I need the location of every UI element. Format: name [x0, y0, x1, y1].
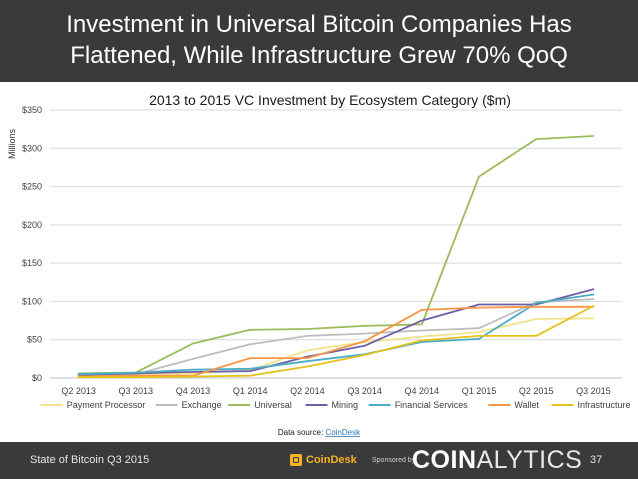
coinalytics-logo-thin: ALYTICS — [476, 446, 583, 474]
x-tick-label: Q1 2014 — [233, 386, 268, 396]
data-source-label: Data source: — [278, 428, 326, 437]
coindesk-logo-icon — [290, 454, 302, 466]
page-number: 37 — [590, 454, 603, 466]
y-tick-label: $250 — [22, 182, 42, 192]
legend-label-infrastructure: Infrastructure — [578, 400, 631, 410]
series-line-exchange — [77, 298, 595, 376]
gridlines — [50, 109, 622, 379]
x-tick-label: Q2 2014 — [290, 386, 325, 396]
x-tick-label: Q4 2013 — [176, 386, 211, 396]
x-axis-ticks: Q2 2013 Q3 2013 Q4 2013 Q1 2014 Q2 2014 Q3 20… — [61, 386, 610, 396]
headline-line-1: Investment in Universal Bitcoin Companie… — [66, 11, 572, 38]
x-tick-label: Q3 2015 — [576, 386, 611, 396]
series-lines — [77, 135, 595, 379]
chart-title: 2013 to 2015 VC Investment by Ecosystem … — [149, 92, 511, 108]
vc-investment-line-chart: 2013 to 2015 VC Investment by Ecosystem … — [7, 92, 631, 437]
legend-label-mining: Mining — [332, 400, 359, 410]
slide-footer: State of Bitcoin Q3 2015 CoinDesk Sponso… — [0, 442, 638, 479]
y-tick-label: $200 — [22, 220, 42, 230]
x-tick-label: Q3 2013 — [119, 386, 154, 396]
slide-header: Investment in Universal Bitcoin Companie… — [0, 0, 638, 82]
x-tick-label: Q2 2015 — [519, 386, 554, 396]
series-line-financial-services — [77, 293, 595, 376]
coinalytics-logo-bold: COIN — [412, 446, 477, 474]
headline-line-2: Flattened, While Infrastructure Grew 70%… — [70, 42, 568, 69]
slide-headline: Investment in Universal Bitcoin Companie… — [10, 9, 628, 71]
chart-legend: Payment Processor Exchange Universal Mining… — [40, 400, 631, 410]
y-axis-label: Millions — [7, 129, 17, 160]
y-tick-label: $150 — [22, 258, 42, 268]
series-line-mining — [77, 288, 595, 376]
sponsored-by-label: Sponsored by — [372, 457, 416, 464]
data-source-link: CoinDesk — [325, 428, 361, 437]
series-line-universal — [77, 135, 595, 375]
series-line-infrastructure — [77, 305, 595, 379]
coindesk-logo: CoinDesk — [290, 453, 357, 467]
y-tick-label: $300 — [22, 143, 42, 153]
coinalytics-logo: COINALYTICS — [412, 446, 582, 475]
footer-title: State of Bitcoin Q3 2015 — [30, 454, 150, 466]
y-tick-label: $50 — [27, 335, 42, 345]
series-line-payment-processor — [77, 317, 595, 377]
x-tick-label: Q2 2013 — [61, 386, 96, 396]
coindesk-logo-text: CoinDesk — [306, 454, 357, 466]
x-tick-label: Q1 2015 — [462, 386, 497, 396]
legend-label-payment-processor: Payment Processor — [67, 400, 146, 410]
x-tick-label: Q4 2014 — [405, 386, 440, 396]
x-tick-label: Q3 2014 — [347, 386, 382, 396]
series-line-wallet — [77, 305, 595, 378]
y-tick-label: $0 — [32, 373, 42, 383]
y-tick-label: $100 — [22, 296, 42, 306]
legend-label-wallet: Wallet — [514, 400, 539, 410]
legend-label-exchange: Exchange — [182, 400, 222, 410]
legend-label-universal: Universal — [254, 400, 292, 410]
data-source-note: Data source: CoinDesk — [278, 428, 361, 437]
y-axis-ticks: $0 $50 $100 $150 $200 $250 $300 $350 — [22, 105, 42, 383]
y-tick-label: $350 — [22, 105, 42, 115]
legend-label-financial-services: Financial Services — [395, 400, 469, 410]
